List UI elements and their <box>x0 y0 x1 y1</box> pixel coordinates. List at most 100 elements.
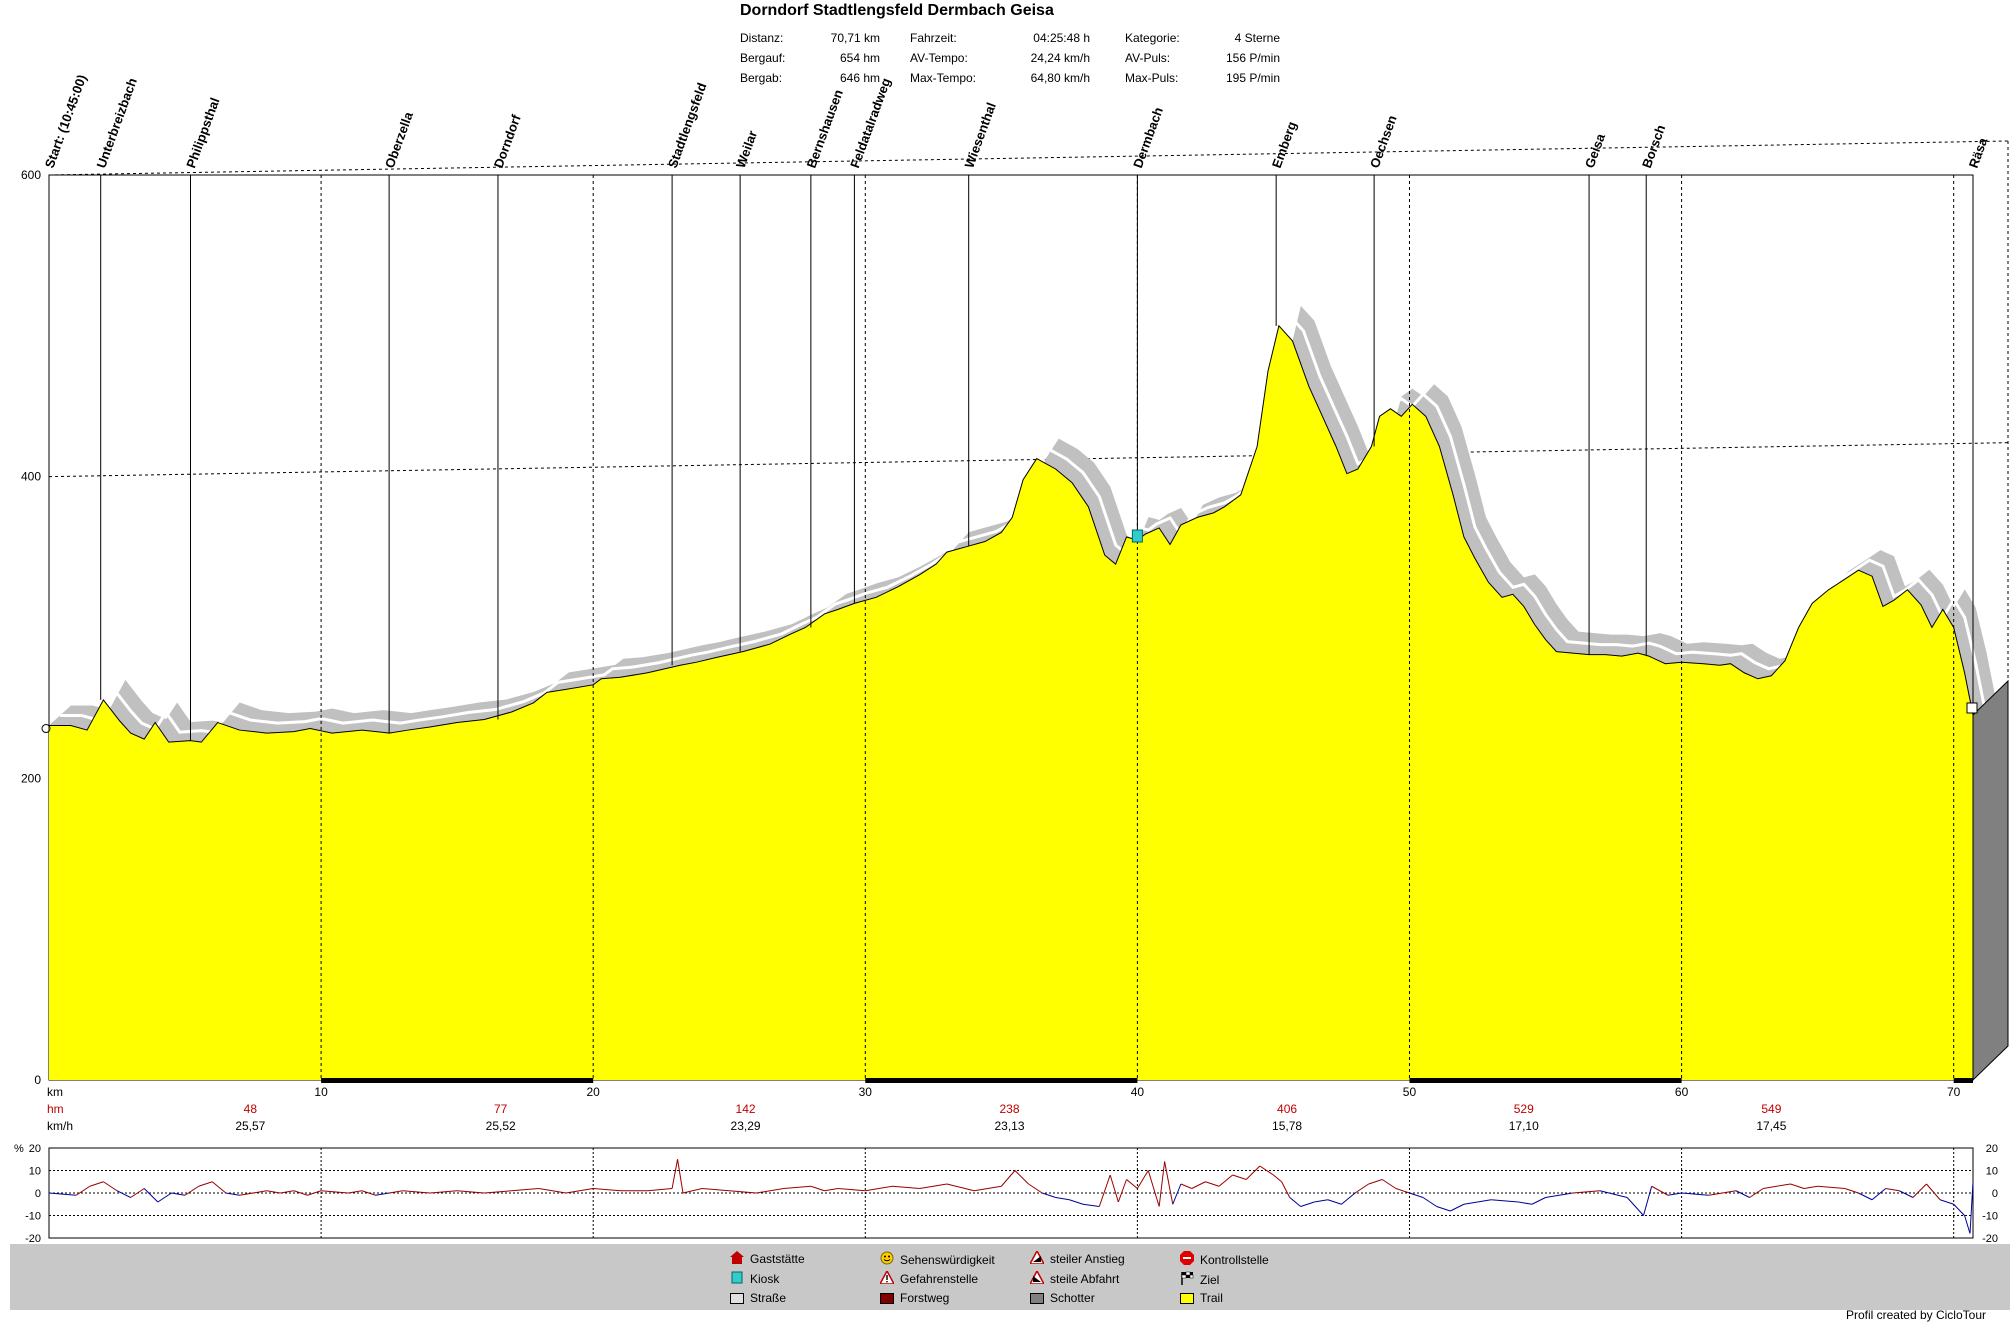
trail-swatch <box>1180 1292 1194 1304</box>
gradient-line-segment <box>1000 1170 1016 1187</box>
gradient-line-segment <box>1289 1197 1301 1207</box>
gradient-line-segment <box>1531 1197 1546 1205</box>
gradient-line-segment <box>198 1181 213 1187</box>
legend-label: steiler Anstieg <box>1050 1252 1125 1266</box>
gradient-line-segment <box>1259 1165 1274 1176</box>
gradient-line-segment <box>1477 1199 1492 1203</box>
legend-label: Gaststätte <box>750 1252 805 1266</box>
legend-label: Forstweg <box>900 1291 950 1305</box>
page-title: Dorndorf Stadtlengsfeld Dermbach Geisa <box>740 2 1054 19</box>
waypoint-label: Philippsthal <box>183 96 222 170</box>
gradient-line-segment <box>484 1190 512 1194</box>
gradient-line-segment <box>865 1185 893 1192</box>
gradient-line-segment <box>361 1190 376 1196</box>
gradient-line-segment <box>1708 1190 1737 1196</box>
legend-item: Kontrollstelle <box>1180 1251 1269 1268</box>
gradient-y-tick-right: 20 <box>1986 1143 1998 1155</box>
gradient-line-segment <box>729 1190 757 1194</box>
stat-label: Bergab: <box>740 71 783 85</box>
waypoint-label: Räsa <box>1966 135 1991 170</box>
gradient-line-segment <box>1180 1183 1192 1189</box>
gradient-line-segment <box>756 1188 784 1194</box>
stat-label: Max-Tempo: <box>910 71 977 85</box>
segment-speed-value: 23,29 <box>731 1119 761 1133</box>
gradient-line-segment <box>1126 1179 1138 1189</box>
gradient-line-segment <box>1450 1203 1465 1212</box>
legend-label: Kontrollstelle <box>1200 1252 1269 1267</box>
gradient-line-segment <box>671 1159 679 1189</box>
gradient-line-segment <box>892 1185 920 1189</box>
gravel-swatch <box>1030 1292 1044 1304</box>
gradient-line-segment <box>143 1188 159 1203</box>
segment-hm-value: 549 <box>1761 1102 1781 1116</box>
gradient-y-tick-left: 10 <box>29 1166 41 1178</box>
grid-line-horizontal <box>48 140 2009 176</box>
gradient-line-segment <box>1172 1183 1182 1205</box>
x-tick-label: 40 <box>1131 1085 1145 1099</box>
gradient-line-segment <box>1491 1199 1519 1203</box>
waypoint-label: Oberzella <box>382 109 416 170</box>
gradient-line-segment <box>1281 1181 1291 1198</box>
gradient-line-segment <box>116 1190 131 1198</box>
x-tick-label: 10 <box>314 1085 328 1099</box>
kiosk-icon <box>1131 529 1143 543</box>
x-tick-label: 20 <box>587 1085 601 1099</box>
gradient-line-segment <box>1463 1201 1478 1205</box>
gradient-line-segment <box>677 1159 684 1194</box>
gradient-line-segment <box>375 1192 390 1196</box>
gradient-line-segment <box>1858 1192 1873 1201</box>
gradient-line-segment <box>1082 1203 1100 1207</box>
stat-label: Max-Puls: <box>1125 71 1179 85</box>
gradient-line-segment <box>1436 1206 1451 1212</box>
gradient-line-segment <box>1749 1188 1764 1198</box>
legend-item: steile Abfahrt <box>1028 1269 1120 1287</box>
stat-value: 654 hm <box>839 51 880 65</box>
stop-icon <box>1180 1251 1194 1268</box>
gradient-line-segment <box>682 1188 703 1194</box>
waypoint-label: Stadtlengsfeld <box>665 81 710 170</box>
gradient-line-segment <box>1912 1183 1927 1198</box>
gradient-line-segment <box>701 1188 730 1192</box>
gradient-line-segment <box>1354 1183 1369 1194</box>
gradient-line-segment <box>1368 1179 1383 1185</box>
kiosk-icon <box>730 1271 744 1287</box>
gradient-line-segment <box>321 1190 349 1194</box>
legend-item: Straße <box>730 1291 786 1305</box>
gradient-line-segment <box>1667 1192 1682 1196</box>
y-tick-label: 400 <box>21 470 41 484</box>
steep-climb-icon <box>1028 1249 1046 1267</box>
gradient-line-segment <box>1069 1199 1084 1205</box>
gradient-line-segment <box>1964 1215 1971 1234</box>
legend-item: Forstweg <box>880 1291 949 1305</box>
gradient-line-segment <box>946 1183 975 1192</box>
gradient-line-segment <box>348 1190 362 1194</box>
gradient-line-segment <box>157 1192 172 1203</box>
y-tick-label: 200 <box>21 771 41 785</box>
gradient-line-segment <box>1117 1179 1127 1203</box>
gradient-line-segment <box>1572 1190 1600 1194</box>
profile-side-wall <box>1972 679 2009 1082</box>
stat-value: 4 Sterne <box>1234 31 1280 45</box>
gradient-line-segment <box>1885 1188 1900 1192</box>
forest-path-swatch <box>880 1292 894 1304</box>
gradient-line-segment <box>1109 1174 1119 1203</box>
gradient-line-segment <box>1763 1183 1791 1189</box>
gradient-line-segment <box>211 1181 227 1194</box>
gradient-line-segment <box>48 1192 77 1196</box>
gradient-y-tick-left: 20 <box>29 1143 41 1155</box>
segment-speed-value: 17,10 <box>1509 1119 1539 1133</box>
gradient-line-segment <box>1899 1190 1914 1198</box>
gradient-line-segment <box>974 1185 1002 1192</box>
gradient-y-tick-right: -20 <box>1982 1233 1998 1244</box>
gradient-line-segment <box>1844 1188 1859 1194</box>
x-axis-label: km <box>47 1085 63 1099</box>
gradient-line-segment <box>1136 1170 1149 1189</box>
gradient-line-segment <box>1055 1197 1070 1201</box>
legend-label: steile Abfahrt <box>1050 1272 1120 1286</box>
gradient-line-segment <box>307 1190 322 1196</box>
gradient-line-segment <box>1681 1192 1709 1196</box>
waypoint-label: Weilar <box>733 128 760 170</box>
gradient-line-segment <box>1643 1186 1653 1216</box>
x-tick-label: 70 <box>1947 1085 1961 1099</box>
elevation-line <box>49 324 1974 743</box>
